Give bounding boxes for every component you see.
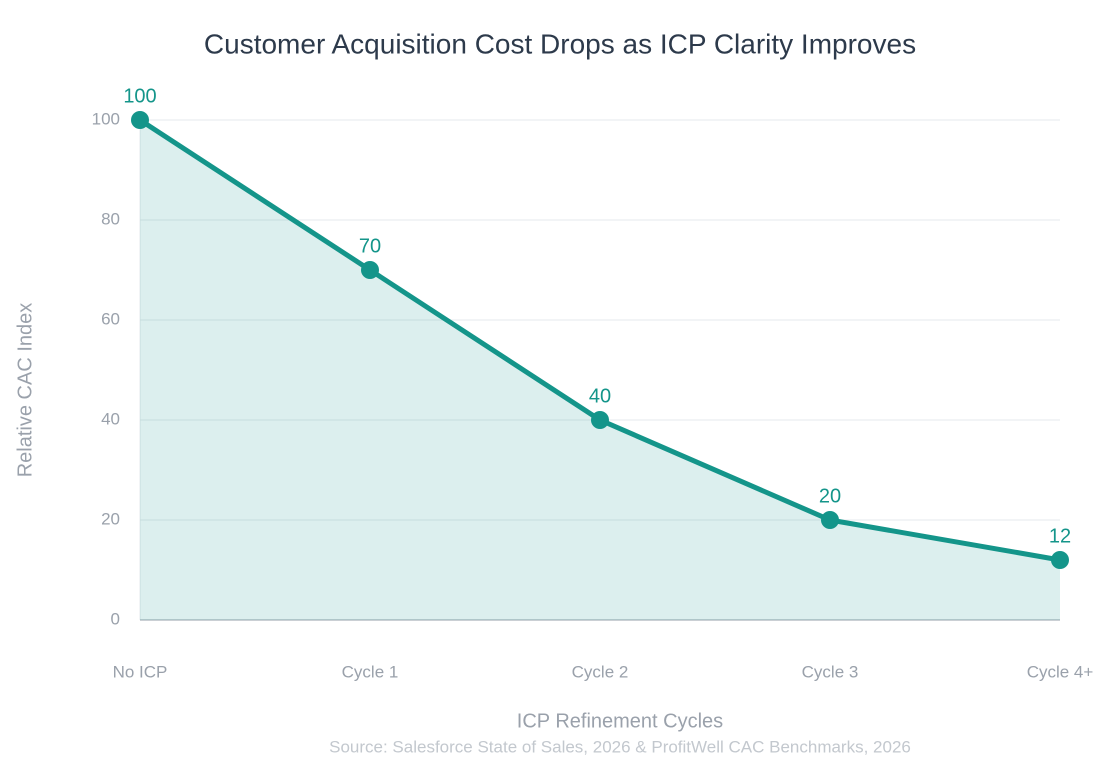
- x-axis-label: ICP Refinement Cycles: [517, 710, 723, 732]
- y-tick-label: 20: [101, 509, 120, 528]
- x-tick-label: Cycle 2: [572, 662, 629, 681]
- point: [591, 411, 609, 429]
- y-tick-label: 40: [101, 409, 120, 428]
- area: [140, 120, 1060, 620]
- y-tick-label: 80: [101, 209, 120, 228]
- x-tick-label: Cycle 3: [802, 662, 859, 681]
- x-tick-label: No ICP: [113, 662, 168, 681]
- data-label: 12: [1049, 525, 1071, 547]
- y-tick-label: 0: [111, 609, 120, 628]
- point: [1051, 551, 1069, 569]
- x-tick-label: Cycle 1: [342, 662, 399, 681]
- y-tick-label: 60: [101, 309, 120, 328]
- data-label: 40: [589, 385, 611, 407]
- point: [821, 511, 839, 529]
- y-axis-label: Relative CAC Index: [14, 303, 36, 478]
- data-label: 20: [819, 485, 841, 507]
- data-label: 100: [123, 85, 156, 107]
- chart-title: Customer Acquisition Cost Drops as ICP C…: [204, 28, 916, 59]
- source-note: Source: Salesforce State of Sales, 2026 …: [329, 737, 911, 756]
- data-label: 70: [359, 235, 381, 257]
- point: [131, 111, 149, 129]
- y-tick-label: 100: [92, 109, 120, 128]
- point: [361, 261, 379, 279]
- x-tick-label: Cycle 4+: [1027, 662, 1094, 681]
